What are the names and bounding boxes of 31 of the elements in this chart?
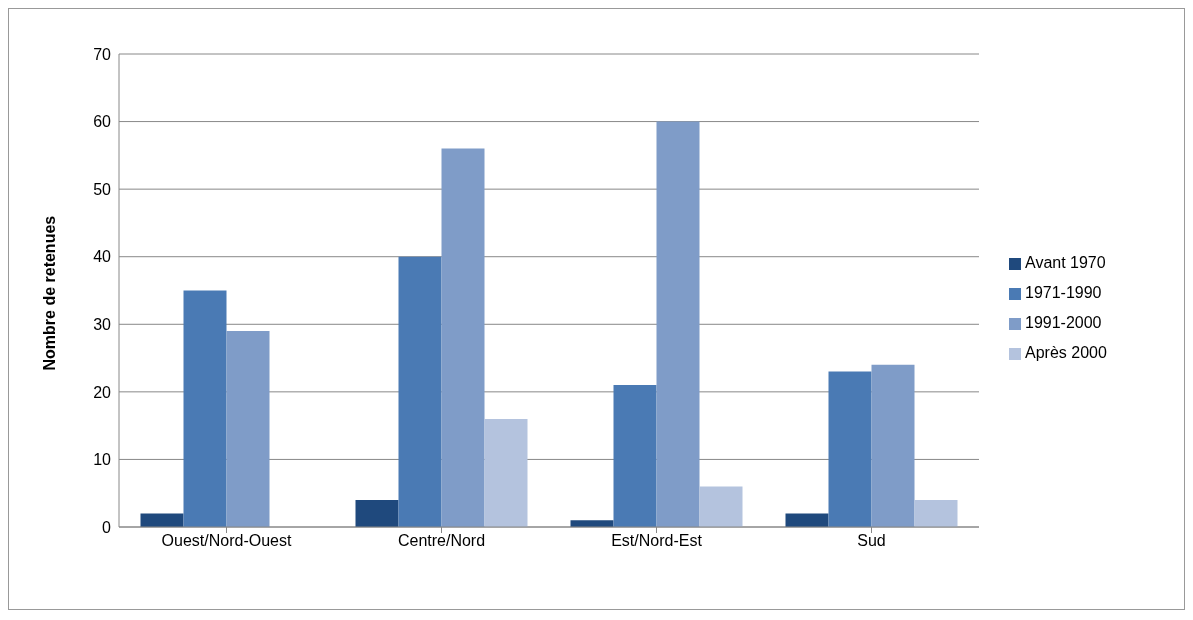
bar bbox=[441, 148, 485, 527]
y-axis-title: Nombre de retenues bbox=[40, 215, 58, 371]
y-tick-label: 0 bbox=[102, 518, 112, 536]
bar bbox=[914, 499, 958, 527]
bar bbox=[140, 513, 184, 527]
bar bbox=[871, 364, 915, 527]
bar bbox=[656, 121, 700, 527]
legend-label: Avant 1970 bbox=[1025, 254, 1106, 271]
bar bbox=[613, 385, 657, 527]
bar bbox=[226, 331, 270, 527]
legend-label: 1971-1990 bbox=[1025, 284, 1102, 301]
legend-label: 1991-2000 bbox=[1025, 314, 1102, 331]
x-tick-label: Centre/Nord bbox=[397, 532, 486, 550]
bar bbox=[355, 499, 399, 527]
y-tick-label: 50 bbox=[93, 180, 112, 198]
bar bbox=[785, 513, 829, 527]
bar bbox=[398, 256, 442, 527]
y-tick-label: 40 bbox=[93, 248, 112, 266]
y-tick-label: 10 bbox=[93, 451, 112, 469]
y-tick-label: 30 bbox=[93, 315, 112, 333]
bar bbox=[183, 290, 227, 527]
x-tick-label: Est/Nord-Est bbox=[611, 532, 703, 550]
bar bbox=[828, 371, 872, 527]
bar bbox=[484, 418, 528, 527]
y-tick-label: 20 bbox=[93, 383, 112, 401]
bar bbox=[699, 486, 743, 527]
x-tick-label: Ouest/Nord-Ouest bbox=[161, 532, 292, 550]
y-tick-label: 60 bbox=[93, 113, 112, 131]
x-tick-label: Sud bbox=[857, 532, 886, 550]
y-tick-label: 70 bbox=[93, 45, 112, 63]
legend-label: Après 2000 bbox=[1025, 344, 1107, 361]
